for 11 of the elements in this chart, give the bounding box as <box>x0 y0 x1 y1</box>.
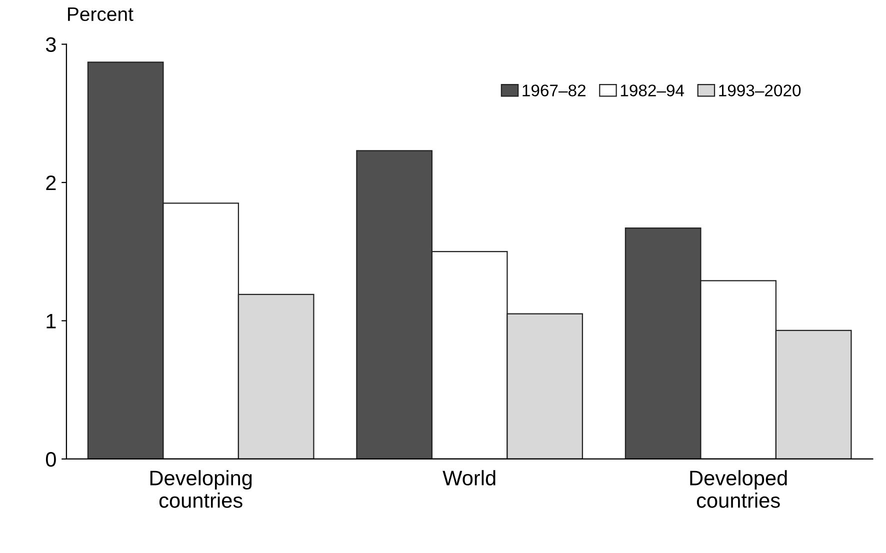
y-axis-title: Percent <box>68 7 134 22</box>
x-tick-label: Developed countries <box>690 470 787 508</box>
y-tick-label: 3 <box>46 37 56 52</box>
legend-label: 1982–94 <box>620 84 684 96</box>
y-tick-label: 0 <box>46 452 56 467</box>
legend-label: 1967–82 <box>522 84 586 96</box>
x-tick-label: World <box>442 470 496 486</box>
x-tick-label: Developing countries <box>150 470 252 508</box>
legend-label: 1993–2020 <box>719 84 801 96</box>
y-tick-label: 1 <box>46 314 56 328</box>
y-tick-label: 2 <box>46 175 56 190</box>
